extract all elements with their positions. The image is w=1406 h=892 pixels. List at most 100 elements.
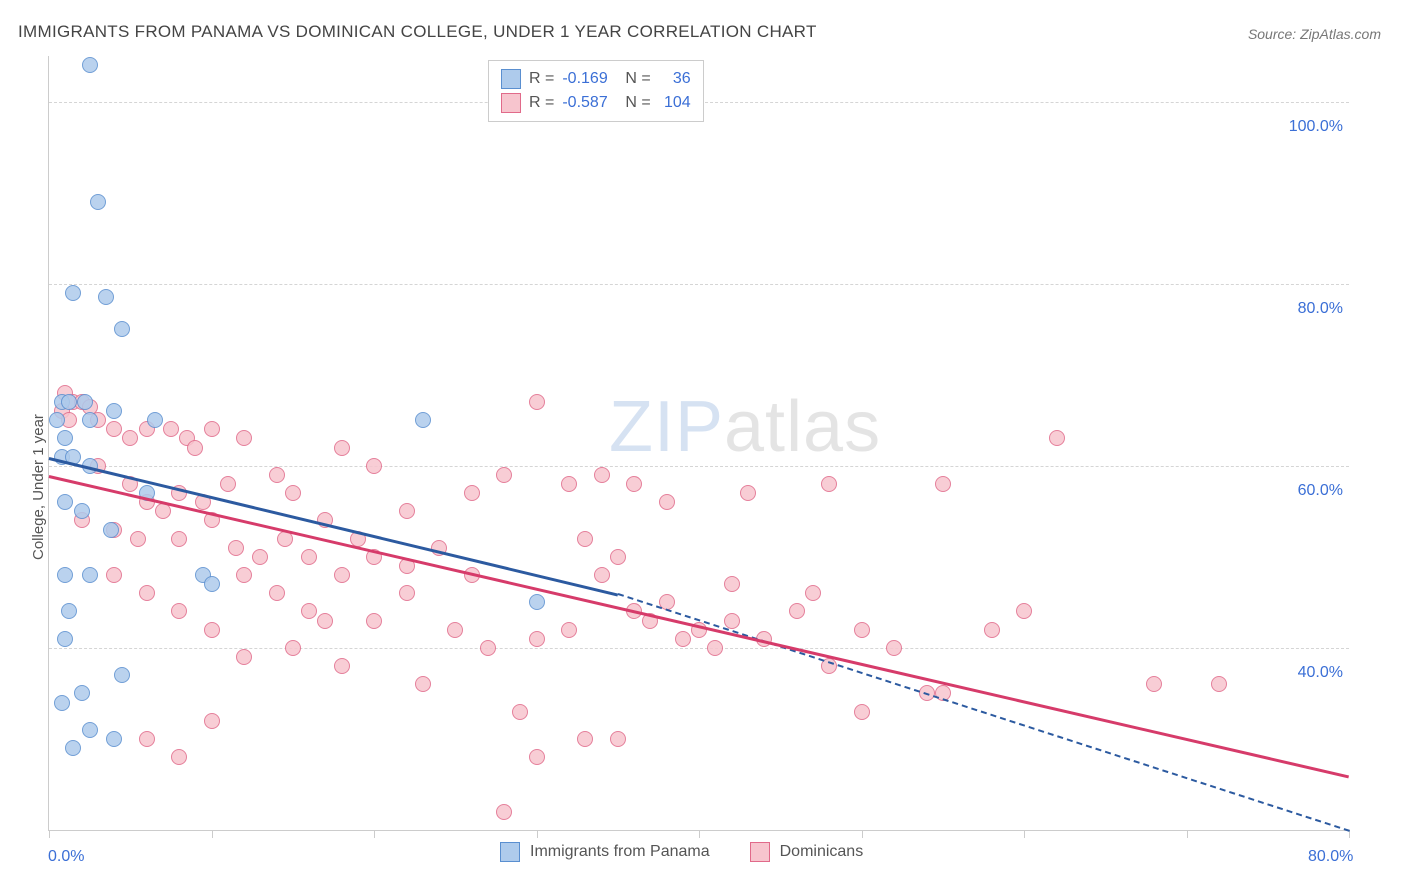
scatter-point <box>854 622 870 638</box>
scatter-point <box>561 622 577 638</box>
scatter-point <box>577 531 593 547</box>
scatter-point <box>334 567 350 583</box>
gridline <box>49 284 1349 285</box>
scatter-point <box>204 576 220 592</box>
scatter-point <box>61 603 77 619</box>
n-value-panama: 36 <box>659 70 691 88</box>
scatter-point <box>366 613 382 629</box>
scatter-point <box>106 731 122 747</box>
legend-row-panama: R = -0.169 N = 36 <box>501 67 691 91</box>
scatter-point <box>334 440 350 456</box>
scatter-point <box>821 476 837 492</box>
scatter-point <box>724 613 740 629</box>
chart-title: IMMIGRANTS FROM PANAMA VS DOMINICAN COLL… <box>18 22 817 42</box>
x-tick-label: 0.0% <box>48 848 84 866</box>
scatter-point <box>163 421 179 437</box>
scatter-point <box>496 804 512 820</box>
scatter-point <box>204 713 220 729</box>
scatter-point <box>171 603 187 619</box>
scatter-point <box>707 640 723 656</box>
y-tick-label: 60.0% <box>1283 482 1343 500</box>
scatter-point <box>496 467 512 483</box>
scatter-point <box>399 503 415 519</box>
scatter-point <box>57 494 73 510</box>
y-tick-label: 40.0% <box>1283 664 1343 682</box>
scatter-point <box>82 57 98 73</box>
scatter-point <box>57 567 73 583</box>
scatter-point <box>317 613 333 629</box>
scatter-point <box>236 567 252 583</box>
scatter-point <box>147 412 163 428</box>
scatter-point <box>90 194 106 210</box>
scatter-point <box>285 485 301 501</box>
scatter-point <box>301 549 317 565</box>
n-label-2: N = <box>625 94 650 112</box>
trend-line <box>49 475 1350 778</box>
scatter-point <box>114 667 130 683</box>
scatter-point <box>724 576 740 592</box>
scatter-point <box>106 421 122 437</box>
scatter-point <box>204 421 220 437</box>
scatter-point <box>103 522 119 538</box>
n-value-dominicans: 104 <box>659 94 691 112</box>
swatch-dominicans-bottom <box>750 842 770 862</box>
scatter-point <box>155 503 171 519</box>
scatter-point <box>984 622 1000 638</box>
swatch-panama <box>501 69 521 89</box>
scatter-point <box>675 631 691 647</box>
scatter-point <box>74 685 90 701</box>
scatter-point <box>228 540 244 556</box>
series-legend: Immigrants from Panama Dominicans <box>500 842 863 862</box>
scatter-point <box>610 549 626 565</box>
x-tick <box>699 830 700 838</box>
scatter-point <box>57 430 73 446</box>
scatter-point <box>130 531 146 547</box>
scatter-point <box>594 567 610 583</box>
scatter-point <box>415 676 431 692</box>
scatter-point <box>236 649 252 665</box>
scatter-point <box>529 749 545 765</box>
legend-row-dominicans: R = -0.587 N = 104 <box>501 91 691 115</box>
x-tick <box>1187 830 1188 838</box>
scatter-point <box>301 603 317 619</box>
x-tick <box>537 830 538 838</box>
scatter-point <box>82 567 98 583</box>
scatter-point <box>610 731 626 747</box>
scatter-point <box>1049 430 1065 446</box>
scatter-point <box>139 731 155 747</box>
scatter-point <box>106 403 122 419</box>
scatter-point <box>626 476 642 492</box>
x-tick <box>1349 830 1350 838</box>
r-value-panama: -0.169 <box>562 70 617 88</box>
x-tick <box>374 830 375 838</box>
x-tick <box>862 830 863 838</box>
scatter-point <box>65 285 81 301</box>
scatter-point <box>805 585 821 601</box>
r-label-2: R = <box>529 94 554 112</box>
scatter-point <box>561 476 577 492</box>
scatter-point <box>415 412 431 428</box>
scatter-point <box>220 476 236 492</box>
scatter-point <box>1146 676 1162 692</box>
scatter-point <box>139 585 155 601</box>
series2-label: Dominicans <box>780 843 864 861</box>
scatter-point <box>171 749 187 765</box>
scatter-point <box>252 549 268 565</box>
r-label: R = <box>529 70 554 88</box>
scatter-point <box>1211 676 1227 692</box>
scatter-point <box>236 430 252 446</box>
chart-plot-area: ZIPatlas <box>48 56 1349 831</box>
scatter-point <box>480 640 496 656</box>
r-value-dominicans: -0.587 <box>562 94 617 112</box>
scatter-point <box>114 321 130 337</box>
scatter-point <box>886 640 902 656</box>
scatter-point <box>171 531 187 547</box>
scatter-point <box>366 458 382 474</box>
scatter-point <box>74 503 90 519</box>
scatter-point <box>61 394 77 410</box>
x-tick <box>212 830 213 838</box>
x-tick <box>1024 830 1025 838</box>
correlation-legend: R = -0.169 N = 36 R = -0.587 N = 104 <box>488 60 704 122</box>
scatter-point <box>512 704 528 720</box>
scatter-point <box>447 622 463 638</box>
